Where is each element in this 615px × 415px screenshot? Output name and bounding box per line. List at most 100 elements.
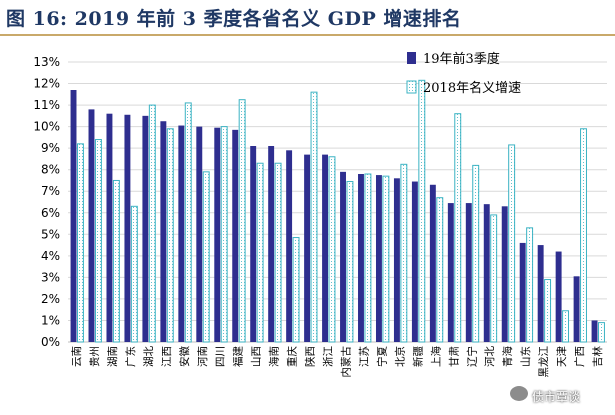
bar-2018	[130, 205, 138, 343]
bar-19q3	[358, 174, 364, 342]
bar-2018	[148, 104, 156, 343]
x-tick-label: 云南	[70, 346, 83, 367]
x-tick-label: 新疆	[411, 346, 424, 367]
bar-2018	[310, 91, 318, 343]
x-tick-label: 安徽	[178, 346, 191, 367]
y-tick-label: 11%	[33, 98, 60, 112]
bar-2018	[436, 197, 444, 343]
bar-2018	[274, 162, 282, 343]
y-tick-label: 1%	[41, 313, 60, 327]
bar-19q3	[250, 146, 257, 342]
bar-2018	[544, 279, 552, 343]
bar-2018	[580, 128, 587, 343]
bar-2018	[292, 237, 300, 343]
x-tick-label: 辽宁	[465, 346, 478, 367]
x-tick-label: 上海	[429, 346, 442, 367]
x-tick-label: 湖南	[106, 346, 119, 367]
x-tick-label: 湖北	[143, 346, 155, 367]
y-tick-label: 3%	[41, 270, 60, 284]
bar-2018	[418, 79, 426, 343]
x-tick-label: 陕西	[304, 346, 317, 367]
y-tick-label: 2%	[41, 292, 60, 306]
watermark-text: 债市覃谈	[532, 390, 581, 404]
x-tick-label: 四川	[215, 346, 227, 367]
bar-2018	[490, 214, 498, 343]
bar-19q3	[447, 203, 454, 342]
y-tick-label: 9%	[41, 141, 60, 155]
bar-2018	[94, 139, 102, 343]
bar-19q3	[286, 150, 293, 342]
figure-header: 图 16: 2019 年前 3 季度各省名义 GDP 增速排名	[0, 0, 615, 38]
bar-19q3	[573, 276, 580, 342]
bar-19q3	[483, 204, 490, 342]
bar-19q3	[268, 146, 275, 342]
bar-19q3	[537, 245, 544, 342]
bar-19q3	[142, 115, 149, 342]
bar-19q3	[411, 181, 418, 342]
bar-19q3	[375, 175, 382, 342]
wechat-icon	[510, 386, 528, 401]
bar-2018	[598, 322, 605, 343]
bar-19q3	[178, 125, 185, 343]
bar-2018	[166, 128, 174, 343]
bar-19q3	[591, 320, 598, 342]
x-tick-label: 江苏	[357, 346, 370, 367]
x-tick-label: 福建	[232, 346, 245, 367]
x-tick-label: 河北	[484, 346, 496, 367]
y-tick-label: 8%	[41, 163, 60, 177]
bar-2018	[112, 179, 120, 343]
bar-2018	[454, 113, 462, 343]
bar-19q3	[465, 203, 472, 342]
bar-2018	[238, 99, 246, 343]
bar-19q3	[124, 114, 131, 343]
y-tick-label: 13%	[33, 55, 60, 69]
bar-19q3	[88, 109, 95, 342]
bar-19q3	[429, 184, 436, 342]
bar-2018	[328, 156, 336, 343]
x-tick-label: 甘肃	[447, 346, 460, 367]
y-tick-label: 12%	[33, 77, 60, 91]
bar-19q3	[232, 129, 239, 342]
bar-2018	[508, 144, 516, 343]
y-tick-label: 5%	[41, 227, 60, 241]
bar-2018	[472, 164, 480, 343]
bar-2018	[76, 143, 84, 343]
y-tick-label: 4%	[41, 249, 60, 263]
legend-label-2018: 2018年名义增速	[423, 80, 521, 96]
bar-2018	[346, 181, 354, 343]
bar-2018	[364, 173, 372, 343]
x-tick-label: 内蒙古	[339, 346, 352, 378]
legend-swatch-19q3	[407, 52, 416, 64]
bar-19q3	[196, 126, 203, 342]
x-tick-label: 浙江	[323, 346, 335, 367]
bar-2018	[526, 227, 534, 343]
y-tick-label: 0%	[41, 335, 60, 349]
bar-19q3	[70, 90, 77, 342]
x-tick-label: 广西	[574, 346, 586, 367]
bar-19q3	[214, 127, 221, 342]
bar-2018	[202, 171, 210, 343]
y-tick-label: 7%	[41, 184, 60, 198]
bar-19q3	[340, 171, 346, 342]
x-tick-label: 宁夏	[375, 346, 388, 367]
x-tick-label: 贵州	[88, 346, 101, 367]
title-underline	[0, 34, 615, 36]
x-tick-label: 北京	[393, 346, 406, 367]
x-tick-label: 重庆	[286, 346, 299, 367]
bar-19q3	[519, 242, 526, 342]
figure-title: 图 16: 2019 年前 3 季度各省名义 GDP 增速排名	[6, 8, 462, 30]
bar-19q3	[393, 178, 400, 342]
bar-chart: 0% 1% 2% 3% 4% 5% 6% 7% 8% 9% 10% 11% 12% 13% 云南 贵州 湖南 广东…	[33, 51, 607, 378]
bar-2018	[400, 163, 408, 343]
x-tick-label: 海南	[268, 346, 281, 367]
x-tick-label: 天津	[556, 346, 568, 367]
x-tick-label: 吉林	[591, 346, 604, 367]
bar-19q3	[322, 154, 329, 342]
x-tick-label: 青海	[501, 346, 514, 367]
bar-19q3	[555, 251, 562, 342]
bar-2018	[382, 175, 390, 343]
bar-19q3	[106, 113, 113, 342]
x-tick-label: 河南	[196, 346, 209, 367]
x-tick-label: 山东	[519, 346, 532, 367]
legend-swatch-2018	[406, 80, 417, 94]
